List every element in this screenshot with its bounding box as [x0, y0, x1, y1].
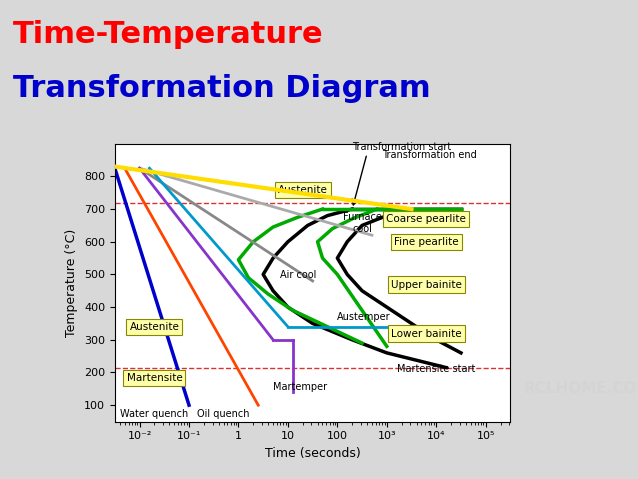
- Text: Martensite: Martensite: [126, 373, 182, 383]
- Text: Martensite start: Martensite start: [397, 365, 475, 375]
- Text: Upper bainite: Upper bainite: [391, 280, 462, 289]
- Text: Martemper: Martemper: [273, 382, 327, 392]
- Text: Austemper: Austemper: [338, 312, 391, 322]
- Text: Transformation end: Transformation end: [382, 150, 477, 160]
- Text: Coarse pearlite: Coarse pearlite: [387, 214, 466, 224]
- Y-axis label: Temperature (°C): Temperature (°C): [66, 228, 78, 337]
- Text: Austenite: Austenite: [130, 322, 179, 332]
- Text: RCLHOME.COM: RCLHOME.COM: [523, 381, 638, 396]
- Text: Transformation start: Transformation start: [352, 142, 452, 152]
- Text: Time-Temperature: Time-Temperature: [13, 20, 323, 49]
- Text: Fine pearlite: Fine pearlite: [394, 237, 459, 247]
- Text: Lower bainite: Lower bainite: [391, 329, 462, 339]
- Text: Air cool: Air cool: [279, 270, 316, 280]
- Text: Furnace
cool: Furnace cool: [343, 212, 382, 234]
- Text: Transformation Diagram: Transformation Diagram: [13, 74, 431, 103]
- Text: Oil quench: Oil quench: [197, 409, 250, 419]
- X-axis label: Time (seconds): Time (seconds): [265, 447, 360, 460]
- Text: Water quench: Water quench: [121, 409, 188, 419]
- Text: Austenite: Austenite: [278, 185, 328, 195]
